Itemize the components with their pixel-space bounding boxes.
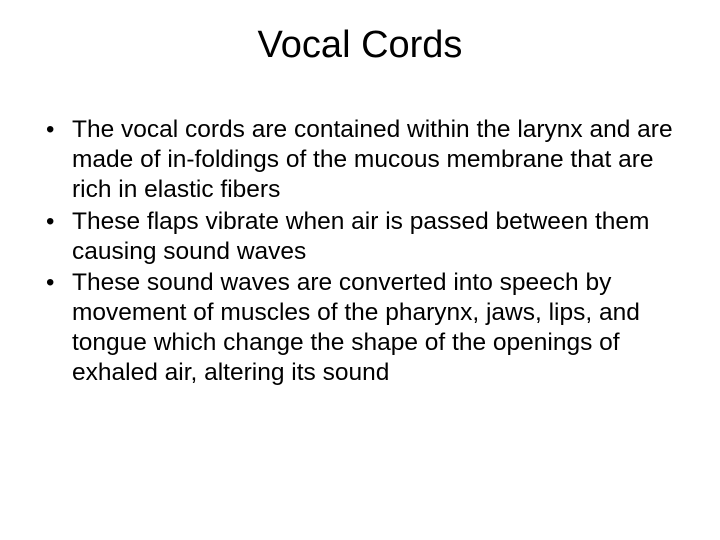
bullet-item: These sound waves are converted into spe… bbox=[46, 268, 692, 388]
bullet-list: The vocal cords are contained within the… bbox=[28, 115, 692, 388]
slide-title: Vocal Cords bbox=[28, 24, 692, 67]
bullet-item: These flaps vibrate when air is passed b… bbox=[46, 207, 692, 267]
bullet-item: The vocal cords are contained within the… bbox=[46, 115, 692, 205]
